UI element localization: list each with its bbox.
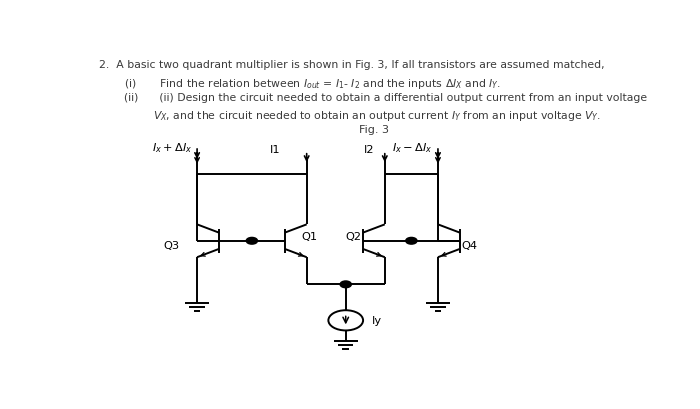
Text: (ii)      (ii) Design the circuit needed to obtain a differential output current: (ii) (ii) Design the circuit needed to o… [125, 93, 648, 103]
Text: $\mathit{V}_X$, and the circuit needed to obtain an output current $\mathit{I}_Y: $\mathit{V}_X$, and the circuit needed t… [153, 109, 601, 123]
Text: 2.  A basic two quadrant multiplier is shown in Fig. 3, If all transistors are a: 2. A basic two quadrant multiplier is sh… [99, 60, 605, 70]
Circle shape [406, 238, 416, 244]
Text: (i)       Find the relation between $\mathit{I}_{out}$ = $\mathit{I}_1$- $\mathi: (i) Find the relation between $\mathit{I… [125, 77, 501, 91]
Circle shape [246, 238, 258, 244]
Text: I1: I1 [270, 145, 281, 155]
Text: Q1: Q1 [302, 231, 318, 241]
Text: Iy: Iy [372, 315, 382, 325]
Text: Q2: Q2 [345, 231, 361, 241]
Circle shape [340, 281, 351, 288]
Text: Q4: Q4 [462, 240, 478, 250]
Text: I2: I2 [364, 145, 374, 155]
Text: Fig. 3: Fig. 3 [358, 125, 389, 135]
Text: $I_x - \Delta I_x$: $I_x - \Delta I_x$ [392, 140, 432, 154]
Text: $I_x + \Delta I_x$: $I_x + \Delta I_x$ [151, 140, 192, 154]
Text: Q3: Q3 [164, 240, 180, 250]
